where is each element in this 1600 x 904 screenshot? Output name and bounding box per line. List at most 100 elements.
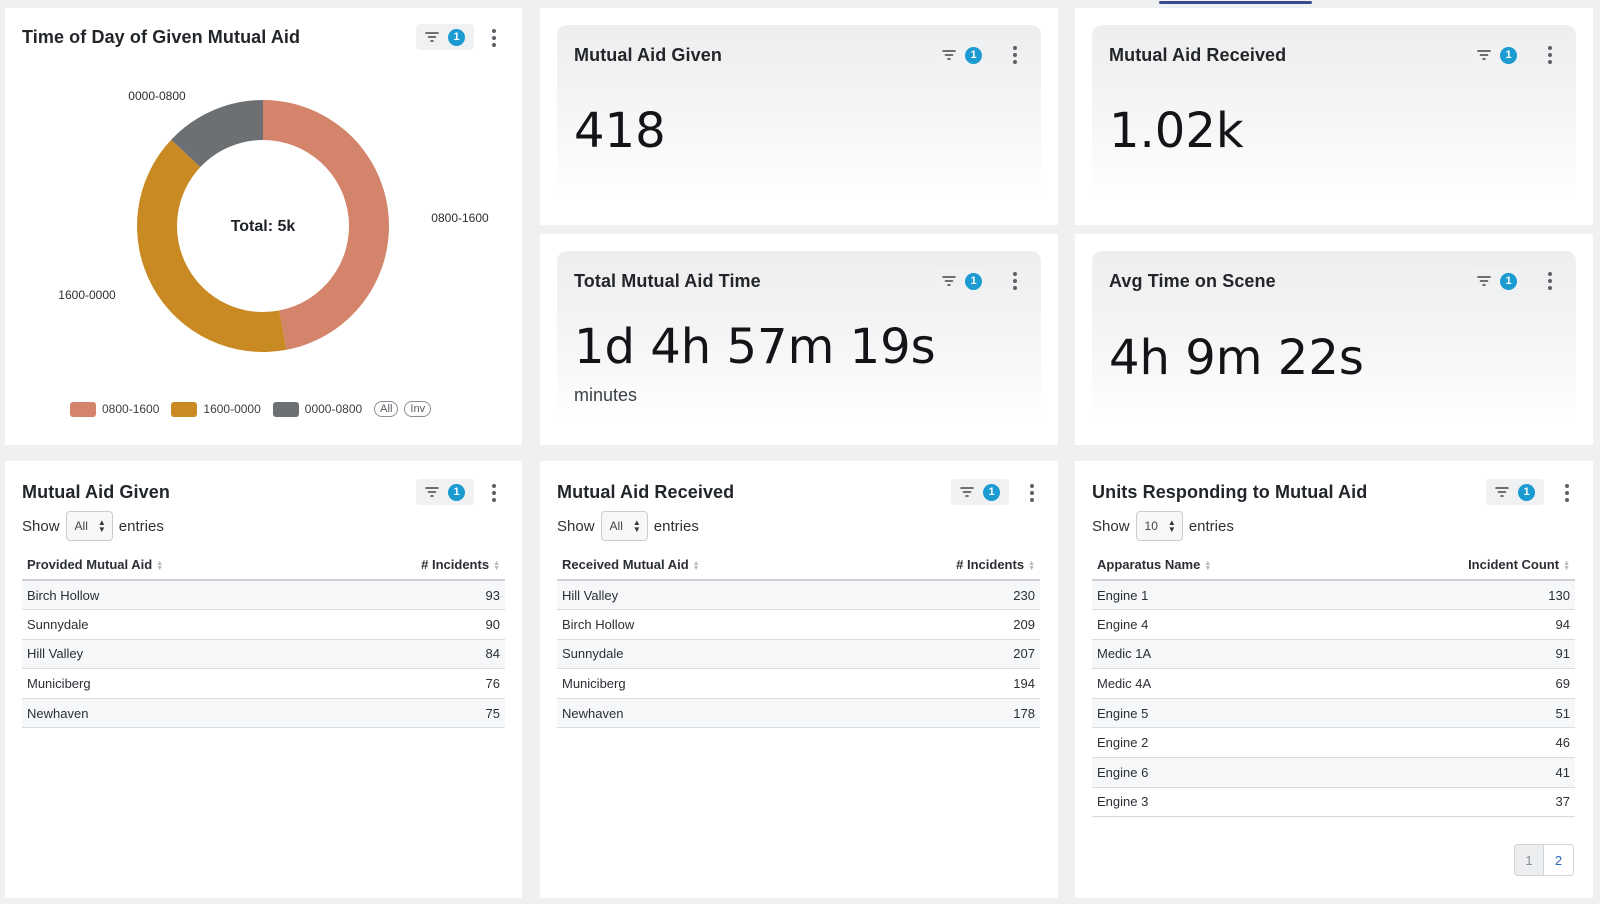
stat-panel-given: Mutual Aid Given 1 418: [540, 8, 1058, 225]
filter-button[interactable]: 1: [1468, 42, 1526, 68]
kebab-menu-icon[interactable]: [1009, 44, 1021, 66]
stat-value: 4h 9m 22s: [1109, 330, 1364, 386]
select-arrows-icon: ▲ ▼: [632, 518, 641, 534]
filter-button[interactable]: 1: [951, 479, 1009, 505]
show-label: Show: [22, 517, 60, 535]
kebab-menu-icon[interactable]: [488, 482, 500, 504]
table-panel-received: Mutual Aid Received 1 Show All ▲ ▼ entrie…: [540, 461, 1058, 898]
sort-icon: ▲ ▼: [1204, 559, 1212, 572]
data-table: Provided Mutual Aid ▲ ▼ # Incidents ▲ ▼ Birc…: [22, 550, 505, 729]
stat-value: 418: [574, 103, 666, 159]
page-size-control: Show 10 ▲ ▼ entries: [1092, 511, 1234, 541]
table-row: Municiberg 76: [22, 668, 505, 699]
stat-panel-total-time: Total Mutual Aid Time 1 1d 4h 57m 19s mi…: [540, 234, 1058, 445]
table-row: Engine 1 130: [1092, 580, 1575, 611]
kebab-menu-icon[interactable]: [1561, 482, 1573, 504]
row-count: 84: [322, 639, 505, 670]
page-size-select[interactable]: All ▲ ▼: [65, 511, 113, 541]
stat-title: Mutual Aid Given: [574, 45, 722, 65]
row-count: 91: [1346, 639, 1575, 670]
donut-slice-0800-1600[interactable]: [263, 100, 390, 350]
kebab-menu-icon[interactable]: [1026, 482, 1038, 504]
kebab-menu-icon[interactable]: [1544, 270, 1556, 292]
column-header[interactable]: # Incidents ▲ ▼: [322, 550, 505, 581]
select-arrows-icon: ▲ ▼: [97, 518, 106, 534]
filter-button[interactable]: 1: [933, 42, 991, 68]
row-name: Municiberg: [22, 668, 323, 699]
filter-button[interactable]: 1: [1486, 479, 1544, 505]
table-row: Engine 4 94: [1092, 609, 1575, 640]
legend-invert-button[interactable]: Inv: [404, 401, 432, 417]
row-name: Birch Hollow: [22, 580, 323, 611]
table-panel-given: Mutual Aid Given 1 Show All ▲ ▼ entries P…: [5, 461, 522, 898]
top-border: [0, 0, 1600, 7]
page-size-select[interactable]: All ▲ ▼: [600, 511, 648, 541]
filter-button[interactable]: 1: [1468, 268, 1526, 294]
donut-slice-0000-0800[interactable]: [171, 100, 263, 168]
column-header[interactable]: # Incidents ▲ ▼: [858, 550, 1040, 581]
table-row: Hill Valley 84: [22, 639, 505, 670]
column-header[interactable]: Received Mutual Aid ▲ ▼: [557, 550, 859, 581]
table-row: Engine 6 41: [1092, 757, 1575, 788]
kebab-menu-icon[interactable]: [488, 27, 500, 49]
table-row: Birch Hollow 93: [22, 580, 505, 611]
donut-slice-1600-0000[interactable]: [136, 139, 287, 353]
filter-icon: [1495, 487, 1509, 497]
page-size-value: 10: [1144, 519, 1158, 533]
row-name: Engine 4: [1092, 609, 1347, 640]
filter-button[interactable]: 1: [933, 268, 991, 294]
row-count: 76: [322, 668, 505, 699]
table-row: Newhaven 75: [22, 698, 505, 729]
data-table: Received Mutual Aid ▲ ▼ # Incidents ▲ ▼ Hill…: [557, 550, 1040, 729]
page-size-select[interactable]: 10 ▲ ▼: [1135, 511, 1183, 541]
row-count: 194: [858, 668, 1040, 699]
row-name: Medic 4A: [1092, 668, 1347, 699]
legend-all-button[interactable]: All: [374, 401, 399, 417]
table-row: Birch Hollow 209: [557, 609, 1040, 640]
sort-icon: ▲ ▼: [1028, 559, 1035, 572]
page-button-1[interactable]: 1: [1515, 845, 1544, 875]
legend-item-1600-0000[interactable]: 1600-0000: [171, 401, 261, 417]
stat-title: Total Mutual Aid Time: [574, 271, 761, 291]
legend-label: 0000-0800: [304, 402, 363, 416]
filter-icon: [942, 50, 956, 60]
panel-title: Time of Day of Given Mutual Aid: [22, 27, 301, 47]
row-name: Engine 1: [1092, 580, 1347, 611]
row-count: 178: [858, 698, 1040, 729]
filter-button[interactable]: 1: [416, 24, 474, 50]
slice-label-0800-1600: 0800-1600: [431, 211, 489, 225]
row-name: Municiberg: [557, 668, 859, 699]
panel-title: Mutual Aid Given: [22, 482, 170, 502]
table-scroll-area[interactable]: Apparatus Name ▲ ▼ Incident Count ▲ ▼ Engine…: [1092, 550, 1575, 818]
entries-label: entries: [653, 517, 699, 535]
filter-count-badge: 1: [448, 28, 465, 46]
table-row: Engine 3 37: [1092, 787, 1575, 818]
legend-item-0000-0800[interactable]: 0000-0800: [272, 401, 363, 417]
column-header[interactable]: Apparatus Name ▲ ▼: [1092, 550, 1347, 581]
filter-count-badge: 1: [1518, 483, 1535, 501]
entries-label: entries: [1188, 517, 1234, 535]
filter-icon: [942, 276, 956, 286]
sort-icon: ▲ ▼: [692, 559, 700, 572]
row-name: Hill Valley: [22, 639, 323, 670]
kebab-menu-icon[interactable]: [1009, 270, 1021, 292]
row-name: Engine 5: [1092, 698, 1347, 729]
row-name: Birch Hollow: [557, 609, 859, 640]
filter-button[interactable]: 1: [416, 479, 474, 505]
table-row: Medic 1A 91: [1092, 639, 1575, 670]
page-button-2[interactable]: 2: [1544, 845, 1573, 875]
row-count: 41: [1346, 757, 1575, 788]
kebab-menu-icon[interactable]: [1544, 44, 1556, 66]
table-row: Newhaven 178: [557, 698, 1040, 729]
filter-count-badge: 1: [965, 272, 982, 290]
sort-icon: ▲ ▼: [493, 559, 500, 572]
legend-label: 0800-1600: [102, 402, 160, 416]
table-row: [1092, 816, 1575, 818]
table-row: Sunnydale 207: [557, 639, 1040, 670]
pagination: 1 2: [1514, 844, 1574, 876]
row-count: 93: [322, 580, 505, 611]
legend-item-0800-1600[interactable]: 0800-1600: [70, 401, 160, 417]
column-header[interactable]: Incident Count ▲ ▼: [1346, 550, 1575, 581]
column-header[interactable]: Provided Mutual Aid ▲ ▼: [22, 550, 323, 581]
row-count: 51: [1346, 698, 1575, 729]
